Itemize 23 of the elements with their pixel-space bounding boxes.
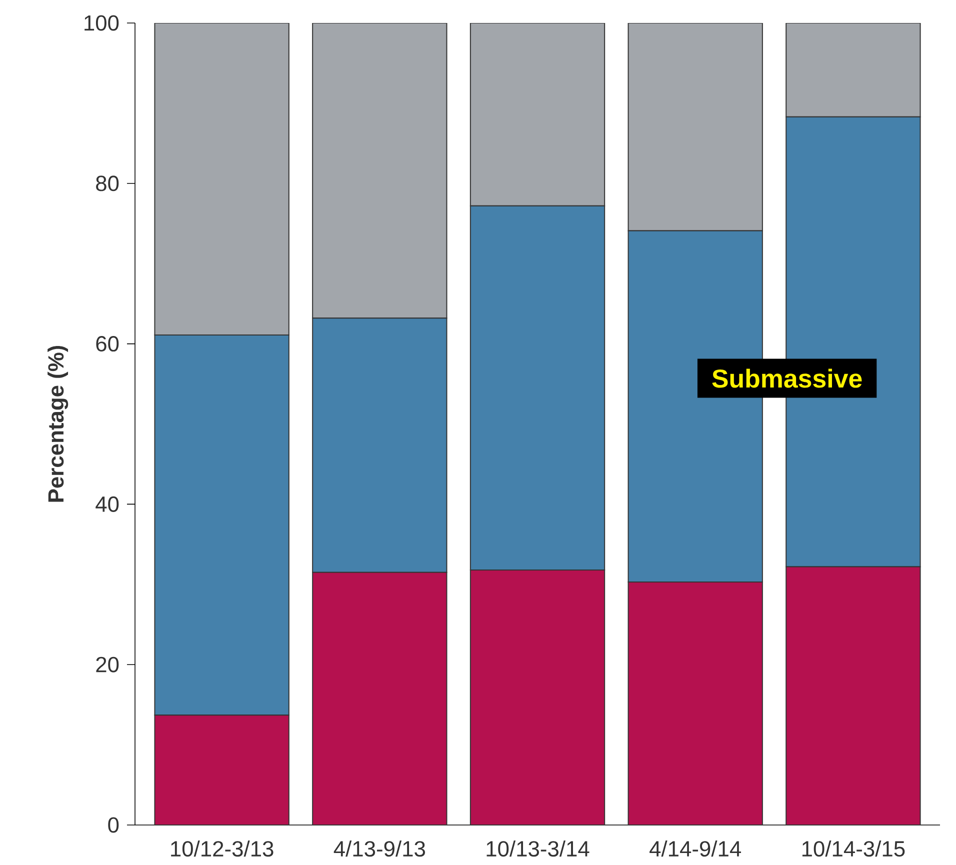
x-tick-label: 4/14-9/14 — [650, 840, 742, 857]
y-tick-label: 40 — [96, 496, 119, 512]
x-tick-label: 4/13-9/13 — [334, 840, 425, 857]
bar — [470, 569, 606, 825]
y-axis-title: Percentage (%) — [48, 346, 68, 502]
x-tick-label: 10/12-3/13 — [171, 840, 274, 857]
bar — [628, 22, 763, 232]
bar — [786, 22, 921, 118]
x-tick-label: 10/13-3/14 — [486, 840, 590, 857]
bar — [154, 22, 290, 336]
bar — [470, 22, 606, 206]
x-tick-label: 10/14-3/15 — [802, 840, 905, 857]
bar — [628, 581, 763, 825]
y-tick-label: 80 — [96, 176, 119, 192]
y-tick-label: 60 — [96, 336, 119, 352]
bar — [312, 22, 448, 319]
y-tick-label: 20 — [96, 656, 119, 672]
bar — [312, 572, 448, 825]
y-tick-label: 0 — [108, 817, 119, 833]
bar — [786, 566, 921, 825]
y-tick-label: 100 — [84, 15, 119, 31]
bar — [154, 714, 290, 825]
annotation: Submassive — [712, 368, 862, 388]
